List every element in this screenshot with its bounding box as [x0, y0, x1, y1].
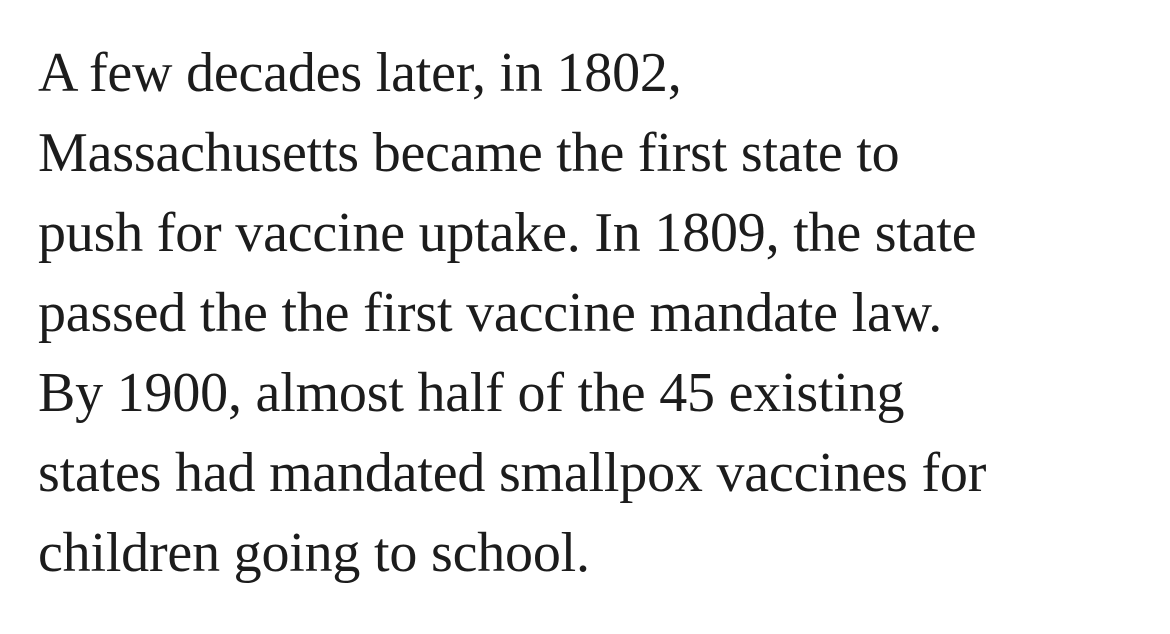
paragraph-line-6: states had mandated smallpox vaccines fo… — [38, 442, 987, 504]
paragraph-line-2: Massachusetts became the first state to — [38, 122, 900, 184]
paragraph-line-7: children going to school. — [38, 522, 590, 584]
paragraph-line-5: By 1900, almost half of the 45 existing — [38, 362, 905, 424]
paragraph-line-3: push for vaccine uptake. In 1809, the st… — [38, 202, 977, 264]
paragraph-line-1: A few decades later, in 1802, — [38, 42, 682, 104]
article-paragraph: A few decades later, in 1802, Massachuse… — [38, 33, 1148, 593]
paragraph-line-4: passed the the first vaccine mandate law… — [38, 282, 943, 344]
